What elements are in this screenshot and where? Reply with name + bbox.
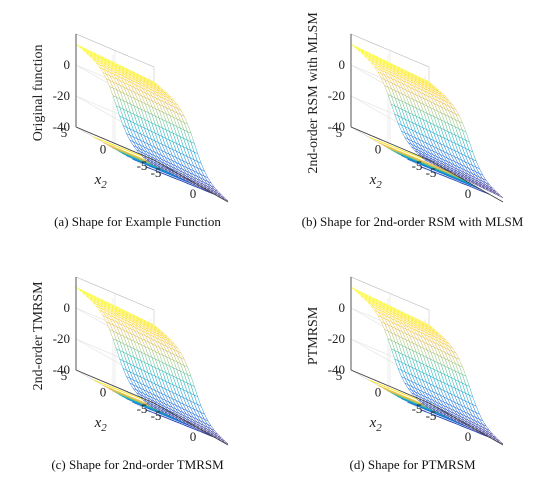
z-tick-label: 0 <box>64 57 71 72</box>
y-tick-label: 5 <box>336 125 343 140</box>
y-tick-label: 5 <box>61 125 68 140</box>
caption-b: (b) Shape for 2nd-order RSM with MLSM <box>301 214 524 229</box>
panel-b: -505-505-40-200x1x22nd-order RSM with ML… <box>275 0 550 242</box>
z-tick-label: -40 <box>53 362 70 377</box>
z-tick-label: -40 <box>53 119 70 134</box>
caption-d: (d) Shape for PTMRSM <box>349 457 476 472</box>
axis-lines <box>75 34 229 203</box>
y-tick-label: -5 <box>137 401 148 416</box>
z-tick-label: -20 <box>53 88 70 103</box>
tick-labels: -505-505-40-200 <box>53 300 234 453</box>
x-tick-label: 5 <box>227 450 234 453</box>
z-tick-label: -40 <box>328 362 345 377</box>
axis-lines <box>350 34 504 203</box>
surface-plot-a: -505-505-40-200x1x2Original function <box>31 33 234 210</box>
y-tick-label: 0 <box>100 385 107 400</box>
z-axis-label: 2nd-order TMRSM <box>31 281 46 391</box>
caption-a: (a) Shape for Example Function <box>54 214 221 229</box>
x-tick-label: 0 <box>190 186 197 201</box>
caption-c: (c) Shape for 2nd-order TMRSM <box>51 457 224 472</box>
tick-labels: -505-505-40-200 <box>53 57 234 210</box>
z-tick-label: 0 <box>64 300 71 315</box>
y-tick-label: 5 <box>336 368 343 383</box>
x-tick-label: -5 <box>151 408 162 423</box>
y-tick-label: -5 <box>137 158 148 173</box>
axis-labels: x1x2Original function <box>31 44 108 191</box>
x-tick-label: -5 <box>426 408 437 423</box>
z-tick-label: -20 <box>328 88 345 103</box>
z-axis-label: PTMRSM <box>306 306 321 365</box>
z-tick-label: 0 <box>339 300 346 315</box>
tick-labels: -505-505-40-200 <box>328 300 509 453</box>
surface-plot-c: -505-505-40-200x1x22nd-order TMRSM <box>31 276 234 453</box>
tick-labels: -505-505-40-200 <box>328 57 509 210</box>
z-axis-label: 2nd-order RSM with MLSM <box>306 12 321 174</box>
x-tick-label: 5 <box>502 450 509 453</box>
panel-d: -505-505-40-200x1x2PTMRSM (d) Shape for … <box>275 243 550 485</box>
x-tick-label: 5 <box>227 207 234 210</box>
z-axis-label: Original function <box>31 44 46 141</box>
z-tick-label: -40 <box>328 119 345 134</box>
z-tick-label: 0 <box>339 57 346 72</box>
axis-lines <box>350 277 504 446</box>
axis-lines <box>75 277 229 446</box>
axis-labels: x1x22nd-order TMRSM <box>31 281 108 434</box>
surface-mesh <box>350 286 504 445</box>
surface-plot-d: -505-505-40-200x1x2PTMRSM <box>306 276 509 453</box>
panel-c: -505-505-40-200x1x22nd-order TMRSM (c) S… <box>0 243 275 485</box>
axis-labels: x1x2PTMRSM <box>306 306 383 434</box>
y-tick-label: -5 <box>412 158 423 173</box>
surface-mesh <box>350 43 504 199</box>
y-tick-label: 0 <box>375 385 382 400</box>
surface-mesh <box>75 286 229 445</box>
y-tick-label: -5 <box>412 401 423 416</box>
surface-plot-b: -505-505-40-200x1x22nd-order RSM with ML… <box>306 12 509 210</box>
x2-axis-label: x2 <box>94 172 108 191</box>
floor-contours <box>368 136 490 195</box>
x-tick-label: 5 <box>502 207 509 210</box>
x2-axis-label: x2 <box>369 415 383 434</box>
y-tick-label: 5 <box>61 368 68 383</box>
z-tick-label: -20 <box>53 331 70 346</box>
panel-a: -505-505-40-200x1x2Original function (a)… <box>0 0 275 242</box>
x-tick-label: -5 <box>151 165 162 180</box>
x-tick-label: 0 <box>465 429 472 444</box>
x-tick-label: -5 <box>426 165 437 180</box>
y-tick-label: 0 <box>100 142 107 157</box>
x-tick-label: 0 <box>465 186 472 201</box>
x-tick-label: 0 <box>190 429 197 444</box>
y-tick-label: 0 <box>375 142 382 157</box>
x2-axis-label: x2 <box>369 172 383 191</box>
x2-axis-label: x2 <box>94 415 108 434</box>
surface-mesh <box>75 43 229 202</box>
z-tick-label: -20 <box>328 331 345 346</box>
